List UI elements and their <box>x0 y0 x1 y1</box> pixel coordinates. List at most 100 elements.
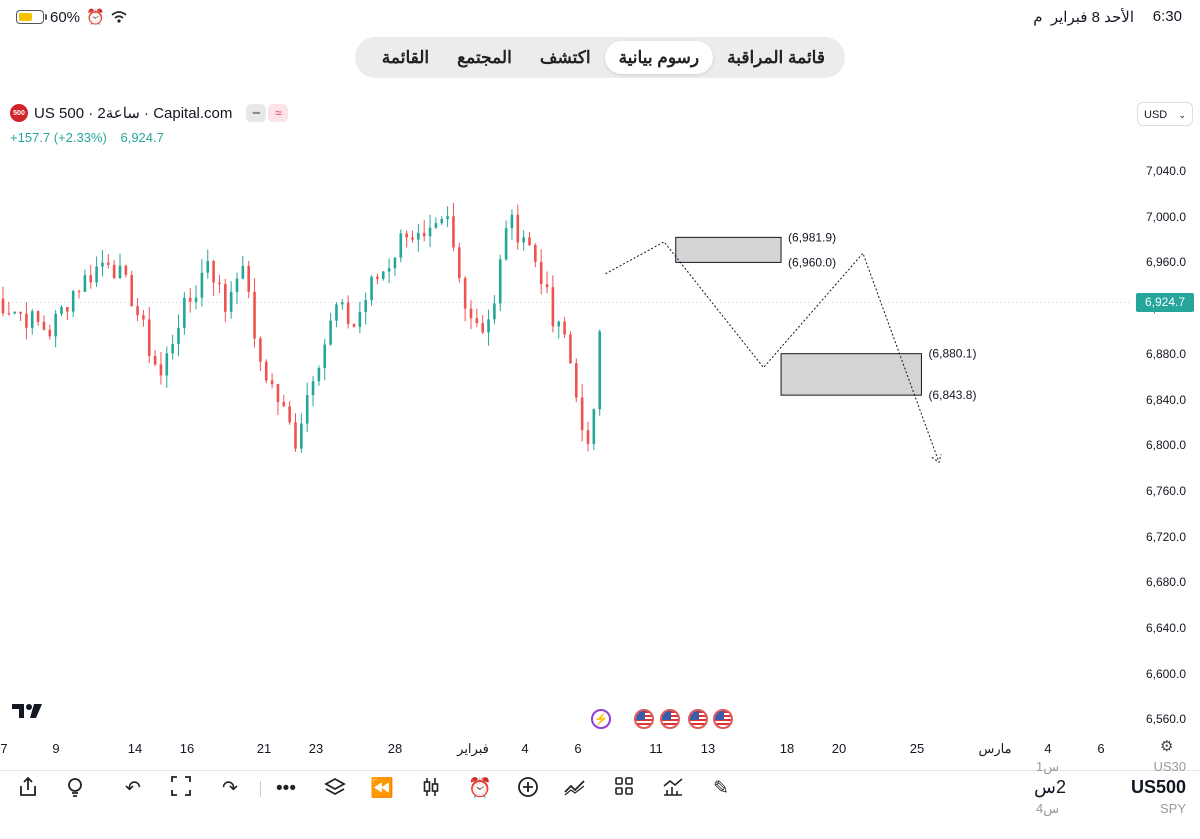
price-tick-label: 6,840.0 <box>1145 392 1186 407</box>
candle-body <box>165 353 169 376</box>
settings-gear-icon[interactable]: ⚙ <box>1160 738 1174 755</box>
candle-body <box>458 247 461 279</box>
tab-charts[interactable]: رسوم بيانية <box>604 41 714 74</box>
date-tick-label: 6 <box>574 741 582 756</box>
candle-body <box>212 260 215 283</box>
us-flag-event-icon[interactable] <box>688 709 708 729</box>
candle-body <box>598 331 601 410</box>
candle-body <box>42 321 46 330</box>
price-tick-label: 6,600.0 <box>1145 666 1186 681</box>
date-tick-label: 18 <box>779 741 795 756</box>
candle-body <box>7 313 11 315</box>
candle-body <box>229 291 233 312</box>
date-tick-label: 4 <box>521 741 529 756</box>
candle-body <box>504 228 508 260</box>
candle-body <box>580 397 584 431</box>
candle-body <box>381 271 385 279</box>
us-flag-event-icon[interactable] <box>660 709 680 729</box>
candle-body <box>218 282 221 285</box>
event-lightning-icon[interactable]: ⚡ <box>591 709 611 729</box>
price-tick-label: 7,000.0 <box>1145 209 1186 224</box>
trend-icon[interactable] <box>562 776 588 802</box>
price-zone-rect[interactable] <box>675 236 782 263</box>
alarm-icon: ⏰ <box>86 9 105 26</box>
candle-body <box>364 300 367 313</box>
candle-body <box>586 430 590 444</box>
us-flag-event-icon[interactable] <box>634 709 654 729</box>
candle-body <box>253 291 256 339</box>
candle-body <box>294 422 297 449</box>
tradingview-logo-icon <box>12 704 42 718</box>
tab-menu[interactable]: القائمة <box>381 48 430 67</box>
candle-body <box>563 321 566 335</box>
candle-body <box>405 233 408 238</box>
date-tick-label: 28 <box>387 741 403 756</box>
price-tick-label: 6,960.0 <box>1145 255 1186 270</box>
redo-icon[interactable]: ↷ <box>222 778 238 799</box>
layers-icon[interactable] <box>322 776 348 802</box>
candle-body <box>19 311 22 314</box>
candle-body <box>159 364 163 376</box>
chevron-down-icon: ⌄ <box>1178 110 1186 120</box>
replay-icon[interactable]: ⏪ <box>370 778 394 799</box>
candle-body <box>89 275 93 283</box>
candle-body <box>592 409 596 444</box>
candle-body <box>48 329 52 337</box>
indicators-icon[interactable] <box>660 776 686 802</box>
layout-grid-icon[interactable] <box>611 776 637 802</box>
candle-body <box>77 290 81 292</box>
date-tick-label: 23 <box>308 741 324 756</box>
candle-body <box>498 259 502 304</box>
symbol-title[interactable]: US 500 · 2ساعة · Capital.com <box>34 105 233 122</box>
fullscreen-icon[interactable] <box>168 776 194 802</box>
candle-body <box>557 321 561 327</box>
interval-selector[interactable]: 2س <box>1034 777 1066 797</box>
date-tick-label: 9 <box>52 741 60 756</box>
tab-community[interactable]: المجتمع <box>457 48 512 67</box>
tab-watchlist[interactable]: قائمة المراقبة <box>727 48 825 67</box>
us-flag-event-icon[interactable] <box>713 709 733 729</box>
candle-body <box>30 311 34 328</box>
candle-body <box>481 323 484 333</box>
candle-body <box>528 237 531 246</box>
draw-pen-icon[interactable]: ✎ <box>713 778 729 799</box>
candle-body <box>83 275 87 292</box>
currency-selector[interactable]: USD ⌄ <box>1137 102 1193 126</box>
date-tick-label: فبراير <box>457 741 489 756</box>
candle-body <box>206 260 210 273</box>
candle-body <box>247 265 250 292</box>
candle-body <box>516 214 520 243</box>
candle-body <box>112 264 116 278</box>
idea-icon[interactable] <box>62 776 88 802</box>
more-icon[interactable]: ••• <box>276 778 296 799</box>
price-chart[interactable]: (6,981.9) (6,960.0) (6,880.1) (6,843.8) <box>0 150 1130 735</box>
market-status-icon: ━ <box>246 104 267 122</box>
candle-body <box>317 368 321 382</box>
share-icon[interactable] <box>15 776 41 802</box>
candle-body <box>288 406 291 423</box>
candle-body <box>452 216 455 248</box>
candle-body <box>264 361 268 381</box>
date-tick-label: 6 <box>1097 741 1105 756</box>
alert-clock-icon[interactable]: ⏰ <box>468 778 492 799</box>
candle-body <box>224 284 227 312</box>
candle-body <box>411 237 414 240</box>
status-bar: 60% ⏰ الأحد 8 فبراير م 6:30 <box>0 0 1200 34</box>
candle-body <box>463 278 467 309</box>
last-price: 6,924.7 <box>120 130 164 145</box>
price-zone-rect[interactable] <box>780 353 922 396</box>
price-tick-label: 7,040.0 <box>1145 164 1186 178</box>
add-icon[interactable] <box>515 776 541 802</box>
candles-icon[interactable] <box>418 776 444 802</box>
currency-label: USD <box>1144 109 1168 121</box>
candle-body <box>323 344 327 369</box>
candle-body <box>352 323 356 327</box>
toolbar-symbol[interactable]: US500 <box>1130 777 1186 797</box>
tab-explore[interactable]: اكتشف <box>539 48 591 67</box>
candle-body <box>300 423 303 449</box>
symbol-prev: US30 <box>1153 759 1186 774</box>
symbol-header[interactable]: 500 US 500 · 2ساعة · Capital.com ━ ≈ <box>10 104 289 122</box>
projection-path[interactable] <box>605 241 940 463</box>
undo-icon[interactable]: ↶ <box>125 778 141 799</box>
symbol-status-pill[interactable]: ━ ≈ <box>246 104 289 122</box>
